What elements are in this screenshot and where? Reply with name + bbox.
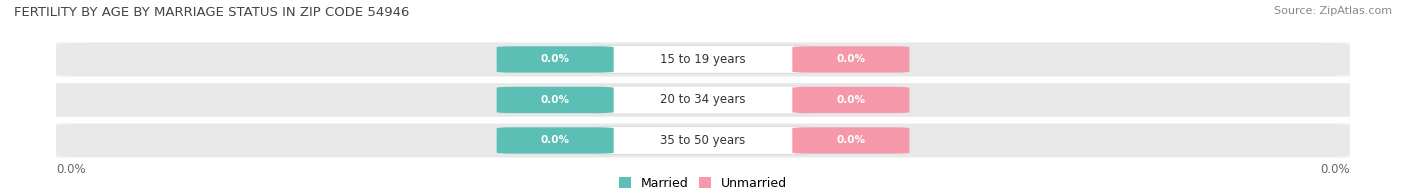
Legend: Married, Unmarried: Married, Unmarried	[619, 177, 787, 190]
Text: 0.0%: 0.0%	[541, 95, 569, 105]
Text: Source: ZipAtlas.com: Source: ZipAtlas.com	[1274, 6, 1392, 16]
Text: 0.0%: 0.0%	[837, 135, 865, 145]
Text: 0.0%: 0.0%	[541, 54, 569, 64]
FancyBboxPatch shape	[595, 45, 811, 74]
FancyBboxPatch shape	[595, 126, 811, 154]
Text: FERTILITY BY AGE BY MARRIAGE STATUS IN ZIP CODE 54946: FERTILITY BY AGE BY MARRIAGE STATUS IN Z…	[14, 6, 409, 19]
Bar	[56, 83, 1350, 117]
Bar	[56, 123, 1350, 158]
Text: 35 to 50 years: 35 to 50 years	[661, 134, 745, 147]
Text: 0.0%: 0.0%	[837, 95, 865, 105]
Text: 0.0%: 0.0%	[1320, 163, 1350, 176]
Text: 20 to 34 years: 20 to 34 years	[661, 93, 745, 106]
FancyBboxPatch shape	[496, 46, 613, 73]
Text: 0.0%: 0.0%	[56, 163, 86, 176]
FancyBboxPatch shape	[496, 87, 613, 113]
Bar	[56, 42, 1350, 77]
FancyBboxPatch shape	[595, 86, 811, 114]
FancyBboxPatch shape	[793, 87, 910, 113]
FancyBboxPatch shape	[56, 83, 1350, 117]
FancyBboxPatch shape	[793, 46, 910, 73]
Text: 0.0%: 0.0%	[541, 135, 569, 145]
Text: 0.0%: 0.0%	[837, 54, 865, 64]
FancyBboxPatch shape	[56, 124, 1350, 157]
Text: 15 to 19 years: 15 to 19 years	[661, 53, 745, 66]
FancyBboxPatch shape	[793, 127, 910, 154]
FancyBboxPatch shape	[56, 43, 1350, 76]
FancyBboxPatch shape	[496, 127, 613, 154]
